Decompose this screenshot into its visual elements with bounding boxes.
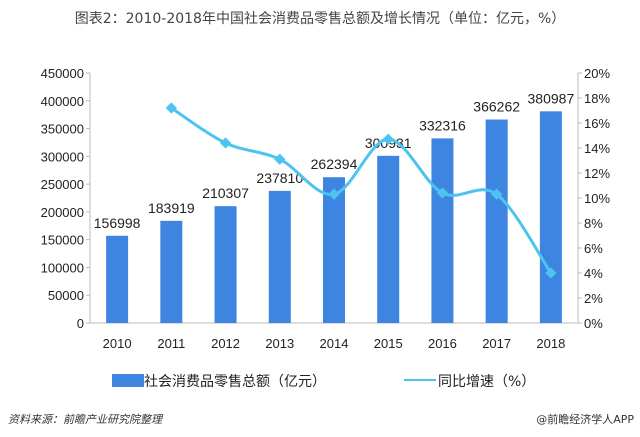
right-tick-label: 2%	[584, 291, 603, 306]
legend-item-line: 同比增速（%）	[404, 371, 535, 391]
bar	[485, 119, 508, 323]
bar	[539, 111, 562, 324]
left-tick-label: 450000	[41, 66, 84, 81]
bar	[214, 206, 237, 323]
right-tick-label: 6%	[584, 241, 603, 256]
right-tick-label: 8%	[584, 216, 603, 231]
x-tick-label: 2012	[211, 336, 240, 351]
bar-data-label: 262394	[311, 156, 358, 172]
x-tick-label: 2018	[536, 336, 565, 351]
growth-point	[328, 188, 340, 200]
x-tick-label: 2013	[265, 336, 294, 351]
left-tick-label: 150000	[41, 233, 84, 248]
growth-point	[545, 267, 557, 279]
left-tick-label: 300000	[41, 149, 84, 164]
x-tick-label: 2017	[482, 336, 511, 351]
bar-data-label: 332316	[419, 117, 466, 133]
right-tick-label: 16%	[584, 116, 610, 131]
x-tick-label: 2015	[374, 336, 403, 351]
right-tick-label: 14%	[584, 141, 610, 156]
right-tick-label: 20%	[584, 66, 610, 81]
bar	[377, 155, 400, 323]
legend-line-swatch	[404, 379, 436, 381]
bar-data-label: 237810	[256, 170, 303, 186]
bar	[431, 138, 454, 323]
left-tick-label: 200000	[41, 205, 84, 220]
bar	[268, 190, 291, 323]
x-tick-label: 2011	[157, 336, 185, 351]
growth-point	[274, 153, 286, 165]
legend-bar-swatch	[112, 374, 144, 387]
growth-point	[219, 137, 232, 149]
growth-point	[436, 187, 449, 199]
bar	[323, 177, 345, 323]
x-tick-label: 2010	[103, 336, 132, 351]
right-tick-label: 12%	[584, 166, 610, 181]
x-tick-label: 2014	[320, 336, 349, 351]
chart-title: 图表2：2010-2018年中国社会消费品零售总额及增长情况（单位：亿元，%）	[74, 11, 566, 27]
bar	[106, 235, 129, 323]
right-tick-label: 18%	[584, 91, 610, 106]
x-tick-label: 2016	[428, 336, 457, 351]
bar	[160, 220, 183, 323]
left-tick-label: 0	[77, 316, 84, 331]
bar-data-label: 210307	[202, 185, 249, 201]
legend-item-bar: 社会消费品零售总额（亿元）	[112, 371, 326, 391]
left-tick-label: 100000	[41, 260, 84, 275]
right-tick-label: 4%	[584, 266, 603, 281]
right-tick-label: 0%	[584, 316, 603, 331]
brand-watermark: @前瞻经济学人APP	[536, 413, 634, 426]
bar-data-label: 366262	[473, 99, 520, 115]
bar-data-label: 380987	[528, 90, 575, 106]
bar-data-label: 183919	[148, 200, 195, 216]
legend-line-label: 同比增速（%）	[438, 374, 536, 390]
growth-point	[491, 188, 503, 200]
growth-point	[382, 133, 394, 145]
right-tick-label: 10%	[584, 191, 610, 206]
left-tick-label: 400000	[41, 94, 84, 109]
source-note: 资料来源：前瞻产业研究院整理	[8, 413, 162, 426]
bar-data-label: 156998	[94, 215, 141, 231]
legend-bar-label: 社会消费品零售总额（亿元）	[144, 374, 326, 390]
left-tick-label: 50000	[48, 288, 84, 303]
left-tick-label: 350000	[41, 122, 84, 137]
left-tick-label: 250000	[41, 177, 84, 192]
